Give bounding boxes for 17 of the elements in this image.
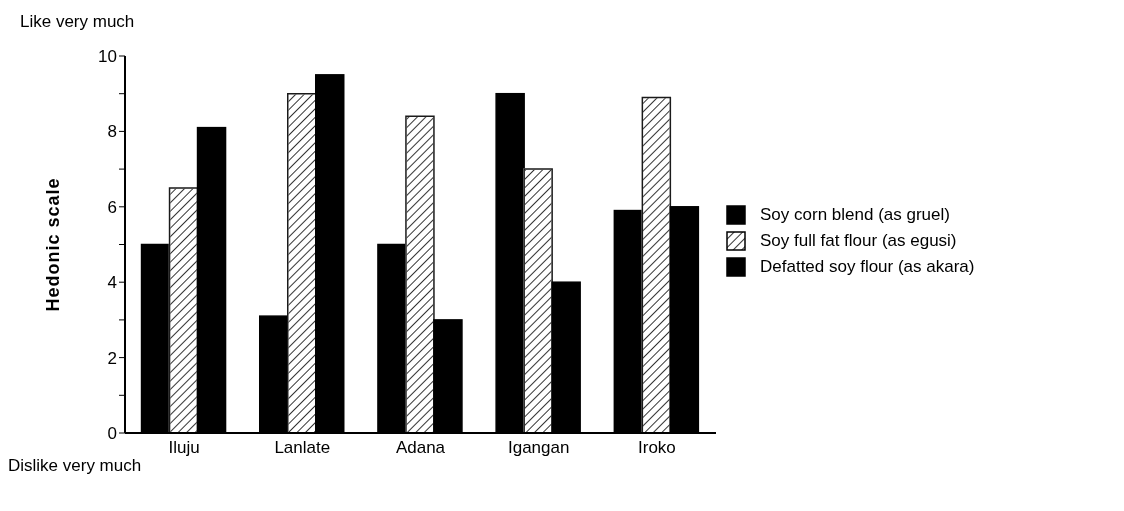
x-tick-label: Lanlate: [274, 438, 331, 458]
legend-label: Defatted soy flour (as akara): [760, 256, 975, 277]
legend-label: Soy full fat flour (as egusi): [760, 230, 957, 251]
y-tick-label: 4: [107, 273, 117, 293]
x-tick-label: Iluju: [168, 438, 200, 458]
y-tick-label: 2: [107, 348, 117, 368]
x-tick-label: Igangan: [507, 438, 570, 458]
y-axis-title: Hedonic scale: [43, 177, 64, 312]
y-tick-label: 8: [107, 122, 117, 142]
x-tick-label: Iroko: [638, 438, 676, 458]
legend-label: Soy corn blend (as gruel): [760, 204, 950, 225]
text: Like very much: [20, 12, 135, 32]
y-tick-label: 6: [107, 197, 117, 217]
y-tick-label: 0: [107, 424, 117, 444]
text: Dislike very much: [8, 456, 142, 476]
y-tick-label: 10: [98, 47, 117, 67]
x-tick-label: Adana: [395, 438, 446, 458]
